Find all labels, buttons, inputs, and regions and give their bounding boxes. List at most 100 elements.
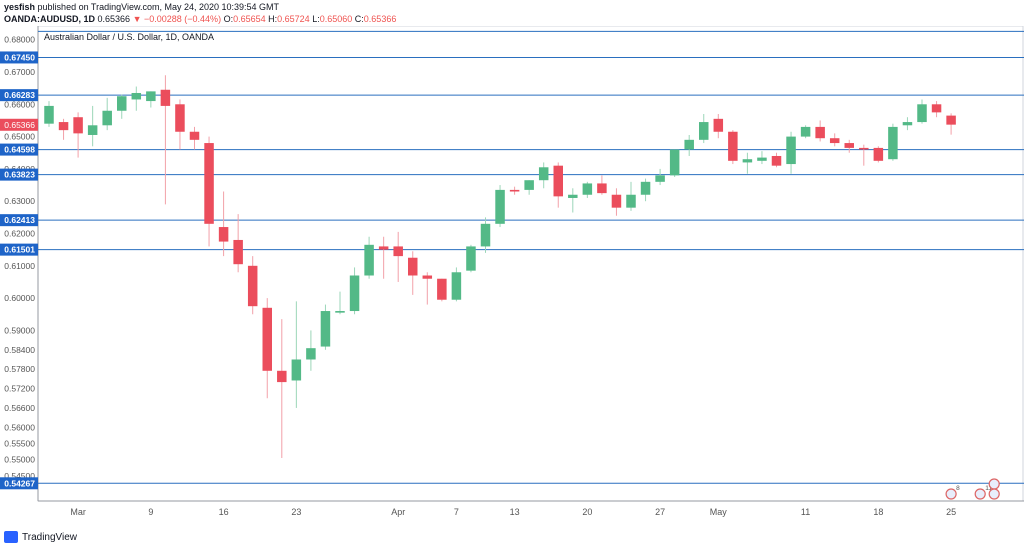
candle-body	[117, 96, 127, 111]
economic-event-icon	[988, 488, 1000, 500]
author-name[interactable]: yesfish	[4, 2, 36, 12]
x-tick-label: 9	[148, 507, 153, 517]
x-tick-label: 11	[801, 507, 810, 517]
economic-event-icon	[945, 488, 957, 500]
y-tick-label: 0.65000	[4, 132, 35, 142]
x-tick-label: 23	[291, 507, 301, 517]
candle-body	[320, 311, 331, 347]
candle-body	[538, 167, 549, 181]
ohlc-legend: OANDA:AUDUSD, 1D 0.65366 ▼ −0.00288 (−0.…	[4, 14, 396, 24]
x-tick-label: Apr	[391, 507, 405, 517]
low-value: 0.65060	[319, 14, 353, 24]
candle-body	[451, 272, 462, 300]
candle-body	[931, 104, 942, 113]
y-tick-label: 0.55500	[4, 438, 35, 448]
level-tag	[0, 89, 38, 102]
y-tick-label: 0.54500	[4, 471, 35, 481]
y-tick-label: 0.58400	[4, 345, 35, 355]
y-tick-label: 0.66000	[4, 99, 35, 109]
candle-body	[495, 189, 505, 224]
candle-body	[946, 115, 956, 125]
candle-body	[480, 223, 491, 247]
candle-body	[553, 165, 563, 197]
candle-body	[815, 126, 825, 139]
candle-body	[131, 92, 142, 100]
level-tag-label: 0.62413	[4, 215, 35, 225]
candle-body	[378, 246, 389, 250]
x-tick-label: 18	[873, 507, 883, 517]
open-label: O:	[223, 14, 234, 24]
candle-body	[247, 265, 258, 307]
candle-body	[218, 227, 229, 242]
level-tag-label: 0.54267	[4, 478, 35, 488]
level-tag-label: 0.64598	[4, 145, 35, 155]
x-tick-label: Mar	[70, 507, 86, 517]
candle-body	[684, 139, 694, 150]
low-label: L:	[312, 14, 320, 24]
candle-body	[408, 257, 418, 276]
candle-body	[800, 126, 811, 137]
y-tick-label: 0.56000	[4, 422, 35, 432]
x-tick-label: 20	[582, 507, 592, 517]
price-chart[interactable]: Australian Dollar / U.S. Dollar, 1D, OAN…	[0, 26, 1024, 538]
y-tick-label: 0.62000	[4, 229, 35, 239]
candle-body	[728, 131, 738, 161]
candle-body	[146, 91, 156, 102]
y-tick-label: 0.57800	[4, 364, 35, 374]
candle-body	[233, 239, 243, 265]
candle-body	[902, 122, 913, 126]
candle-body	[189, 131, 200, 140]
candle-body	[73, 117, 83, 134]
candle-body	[655, 175, 665, 182]
candle-body	[335, 311, 345, 313]
candle-body	[829, 138, 840, 144]
candle-body	[306, 348, 316, 360]
y-tick-label: 0.56600	[4, 403, 35, 413]
y-tick-label: 0.60000	[4, 293, 35, 303]
plot-border	[37, 26, 1024, 502]
symbol-label: OANDA:AUDUSD, 1D	[4, 14, 96, 24]
candle-body	[568, 194, 578, 198]
candle-body	[611, 194, 622, 208]
level-tag	[0, 214, 38, 227]
candle-body	[597, 183, 607, 194]
x-tick-label: 25	[946, 507, 956, 517]
level-tag	[0, 243, 38, 256]
candle-body	[44, 105, 54, 124]
level-tag	[0, 143, 38, 156]
candle-body	[160, 89, 171, 106]
candle-body	[524, 180, 534, 190]
x-tick-label: 16	[219, 507, 229, 517]
level-tag	[0, 477, 38, 490]
candle-body	[277, 370, 287, 383]
y-tick-label: 0.68000	[4, 35, 35, 45]
chart-title: Australian Dollar / U.S. Dollar, 1D, OAN…	[44, 32, 214, 42]
candle-body	[291, 359, 302, 381]
candle-body	[175, 104, 185, 132]
level-tag-label: 0.66283	[4, 90, 35, 100]
economic-event-icon	[974, 488, 986, 500]
level-tag-label: 0.63823	[4, 170, 35, 180]
level-tag-label: 0.67450	[4, 52, 35, 62]
candle-body	[204, 143, 214, 224]
candle-body	[437, 278, 447, 300]
y-tick-label: 0.61000	[4, 261, 35, 271]
brand-footer: TradingView	[4, 531, 77, 543]
close-label: C:	[354, 14, 364, 24]
y-tick-label: 0.55000	[4, 455, 35, 465]
candle-body	[87, 125, 98, 135]
flag-event-icon	[988, 478, 1000, 490]
close-value: 0.65366	[363, 14, 397, 24]
candle-body	[640, 181, 651, 195]
y-tick-label: 0.63000	[4, 196, 35, 206]
y-tick-label: 0.57200	[4, 384, 35, 394]
candle-body	[422, 275, 433, 279]
candle-body	[844, 143, 854, 148]
y-tick-label: 0.59000	[4, 325, 35, 335]
candle-body	[102, 110, 112, 126]
level-tag	[0, 168, 38, 181]
candle-body	[509, 189, 520, 192]
candle-body	[393, 246, 403, 257]
candle-body	[364, 244, 374, 276]
candle-body	[786, 136, 796, 165]
